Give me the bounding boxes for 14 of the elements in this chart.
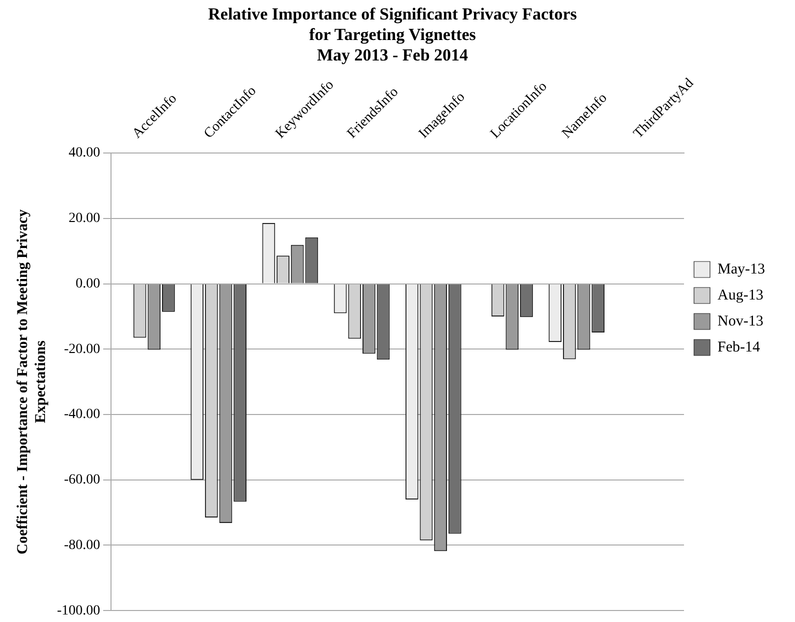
- y-tick-label: -100.00: [56, 603, 100, 618]
- chart-title: Relative Importance of Significant Privacy Factors for Targeting Vignettes May 2013 - Feb 2014: [208, 4, 578, 64]
- legend-label: Nov-13: [718, 313, 764, 330]
- legend-label: May-13: [718, 261, 766, 278]
- y-tick-label: -40.00: [64, 407, 100, 422]
- y-tick-label: -20.00: [64, 342, 100, 357]
- legend-label: Aug-13: [718, 287, 764, 304]
- y-tick-label: 0.00: [76, 276, 100, 292]
- legend-label: Feb-14: [718, 339, 761, 356]
- y-axis-title: Coefficient - Importance of Factor to Meeting Privacy Expectations: [14, 208, 49, 554]
- y-tick-label: -60.00: [64, 472, 100, 488]
- y-tick-label: -80.00: [64, 538, 100, 553]
- y-tick-label: 40.00: [68, 146, 100, 161]
- y-tick-label: 20.00: [68, 211, 100, 226]
